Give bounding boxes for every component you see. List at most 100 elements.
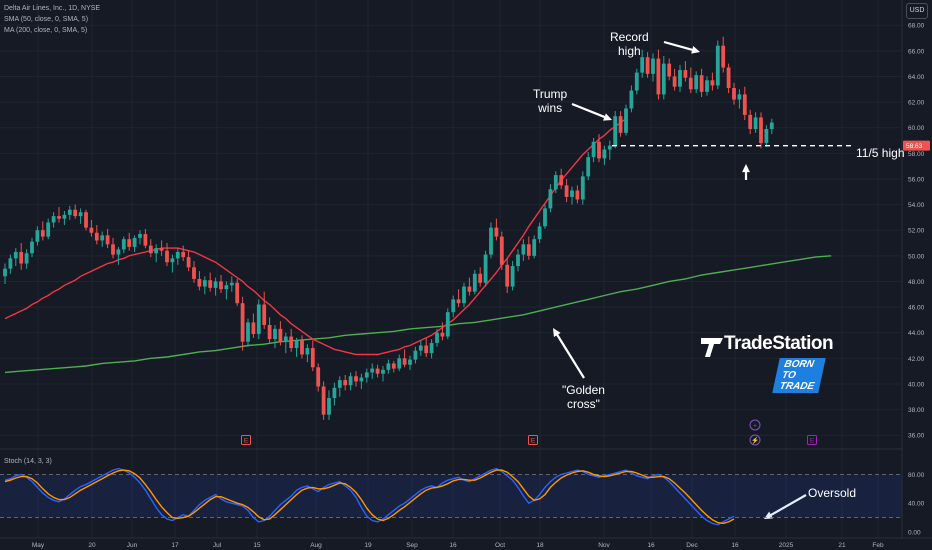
candle-body (159, 248, 164, 251)
x-tick-label: Oct (495, 542, 505, 549)
candle-body (645, 57, 650, 74)
event-marker-frame (807, 435, 817, 445)
candle-body (559, 175, 564, 186)
candle (607, 140, 612, 160)
sma50-legend[interactable]: SMA (50, close, 0, SMA, 5) (4, 16, 89, 23)
y-tick-label: 52.00 (908, 228, 925, 235)
candle (672, 68, 677, 91)
candle-body (462, 286, 466, 304)
candle (440, 322, 445, 341)
candle (19, 243, 24, 270)
stoch-line-k (4, 467, 735, 526)
candle (456, 289, 461, 308)
candle (624, 104, 628, 136)
candle (343, 374, 348, 391)
candle (424, 337, 429, 358)
event-marker[interactable]: E (241, 435, 251, 445)
candle-body (424, 345, 429, 354)
candle (116, 246, 121, 265)
candle-body (391, 363, 396, 369)
candle (742, 86, 747, 121)
event-marker[interactable]: + (749, 419, 761, 431)
candle (364, 368, 369, 383)
candle (445, 308, 450, 340)
event-marker-frame (749, 434, 761, 446)
candle-body (575, 190, 580, 200)
arrow-shaft (571, 102, 606, 119)
price-axis-bg (902, 0, 932, 550)
candle (391, 360, 396, 373)
candle-body (208, 280, 213, 288)
currency-button[interactable]: USD (906, 3, 928, 19)
event-marker[interactable]: E (807, 435, 817, 445)
candle-body (202, 280, 207, 287)
candle-body (240, 303, 245, 342)
candle-body (105, 235, 110, 245)
event-marker-frame (241, 435, 251, 445)
candle-body (602, 149, 607, 159)
golden-cross-annotation: "Golden cross" (562, 383, 605, 411)
x-tick-label: 17 (171, 542, 179, 549)
candle-body (656, 58, 661, 95)
candle (94, 225, 99, 245)
y-tick-label: 68.00 (908, 23, 925, 30)
event-markers[interactable]: E E E + ⚡ (241, 419, 817, 446)
candle-body (748, 114, 753, 129)
trump-wins-line-1: Trump (533, 87, 568, 101)
candle-body (121, 239, 126, 250)
candle (235, 278, 240, 306)
candle (273, 325, 277, 349)
candle (478, 267, 483, 287)
candle (159, 240, 164, 256)
candle (143, 228, 148, 249)
candle (24, 249, 29, 269)
candle (532, 235, 537, 259)
candle (78, 208, 83, 224)
candle (154, 244, 159, 263)
candle-body (40, 230, 45, 237)
candle (89, 219, 94, 237)
candle-body (375, 368, 380, 374)
candle-body (348, 376, 353, 386)
logo-tagline: BORN TO TRADE (772, 358, 827, 393)
candle-body (597, 141, 601, 159)
candle-body (354, 376, 358, 382)
candle-body (51, 216, 56, 223)
candle-body (62, 214, 67, 219)
candle-body (251, 322, 256, 334)
candle (580, 171, 585, 205)
candle (651, 53, 655, 82)
candle (375, 364, 380, 378)
candle (721, 36, 726, 73)
trump-wins-arrow (571, 102, 612, 121)
golden-cross-line-1: "Golden (562, 383, 605, 397)
candle-body (672, 76, 677, 87)
x-tick-label: 16 (449, 542, 457, 549)
candle (30, 237, 34, 258)
candle-body (289, 336, 294, 349)
ma200-legend[interactable]: MA (200, close, 0, SMA, 5) (4, 27, 88, 34)
candle-body (764, 128, 769, 144)
candle-body (413, 350, 418, 360)
candle-body (192, 267, 196, 279)
event-marker[interactable]: E (528, 435, 538, 445)
candle (462, 282, 466, 308)
candle (348, 372, 353, 391)
annotation-arrows (553, 40, 807, 519)
candle-body (46, 222, 51, 237)
candle-body (370, 368, 375, 373)
tradestation-mark-icon (701, 338, 723, 357)
x-tick-label: Sep (406, 542, 418, 549)
candle-body (478, 273, 483, 283)
event-marker-frame (749, 419, 761, 431)
candle (489, 222, 493, 259)
candle-body (94, 232, 99, 241)
candle (370, 363, 375, 379)
symbol-legend[interactable]: Delta Air Lines, Inc., 1D, NYSE (4, 5, 101, 12)
x-tick-label: May (32, 542, 45, 549)
event-marker[interactable]: ⚡ (749, 434, 761, 446)
candle-body (186, 257, 191, 268)
candle (240, 296, 245, 351)
